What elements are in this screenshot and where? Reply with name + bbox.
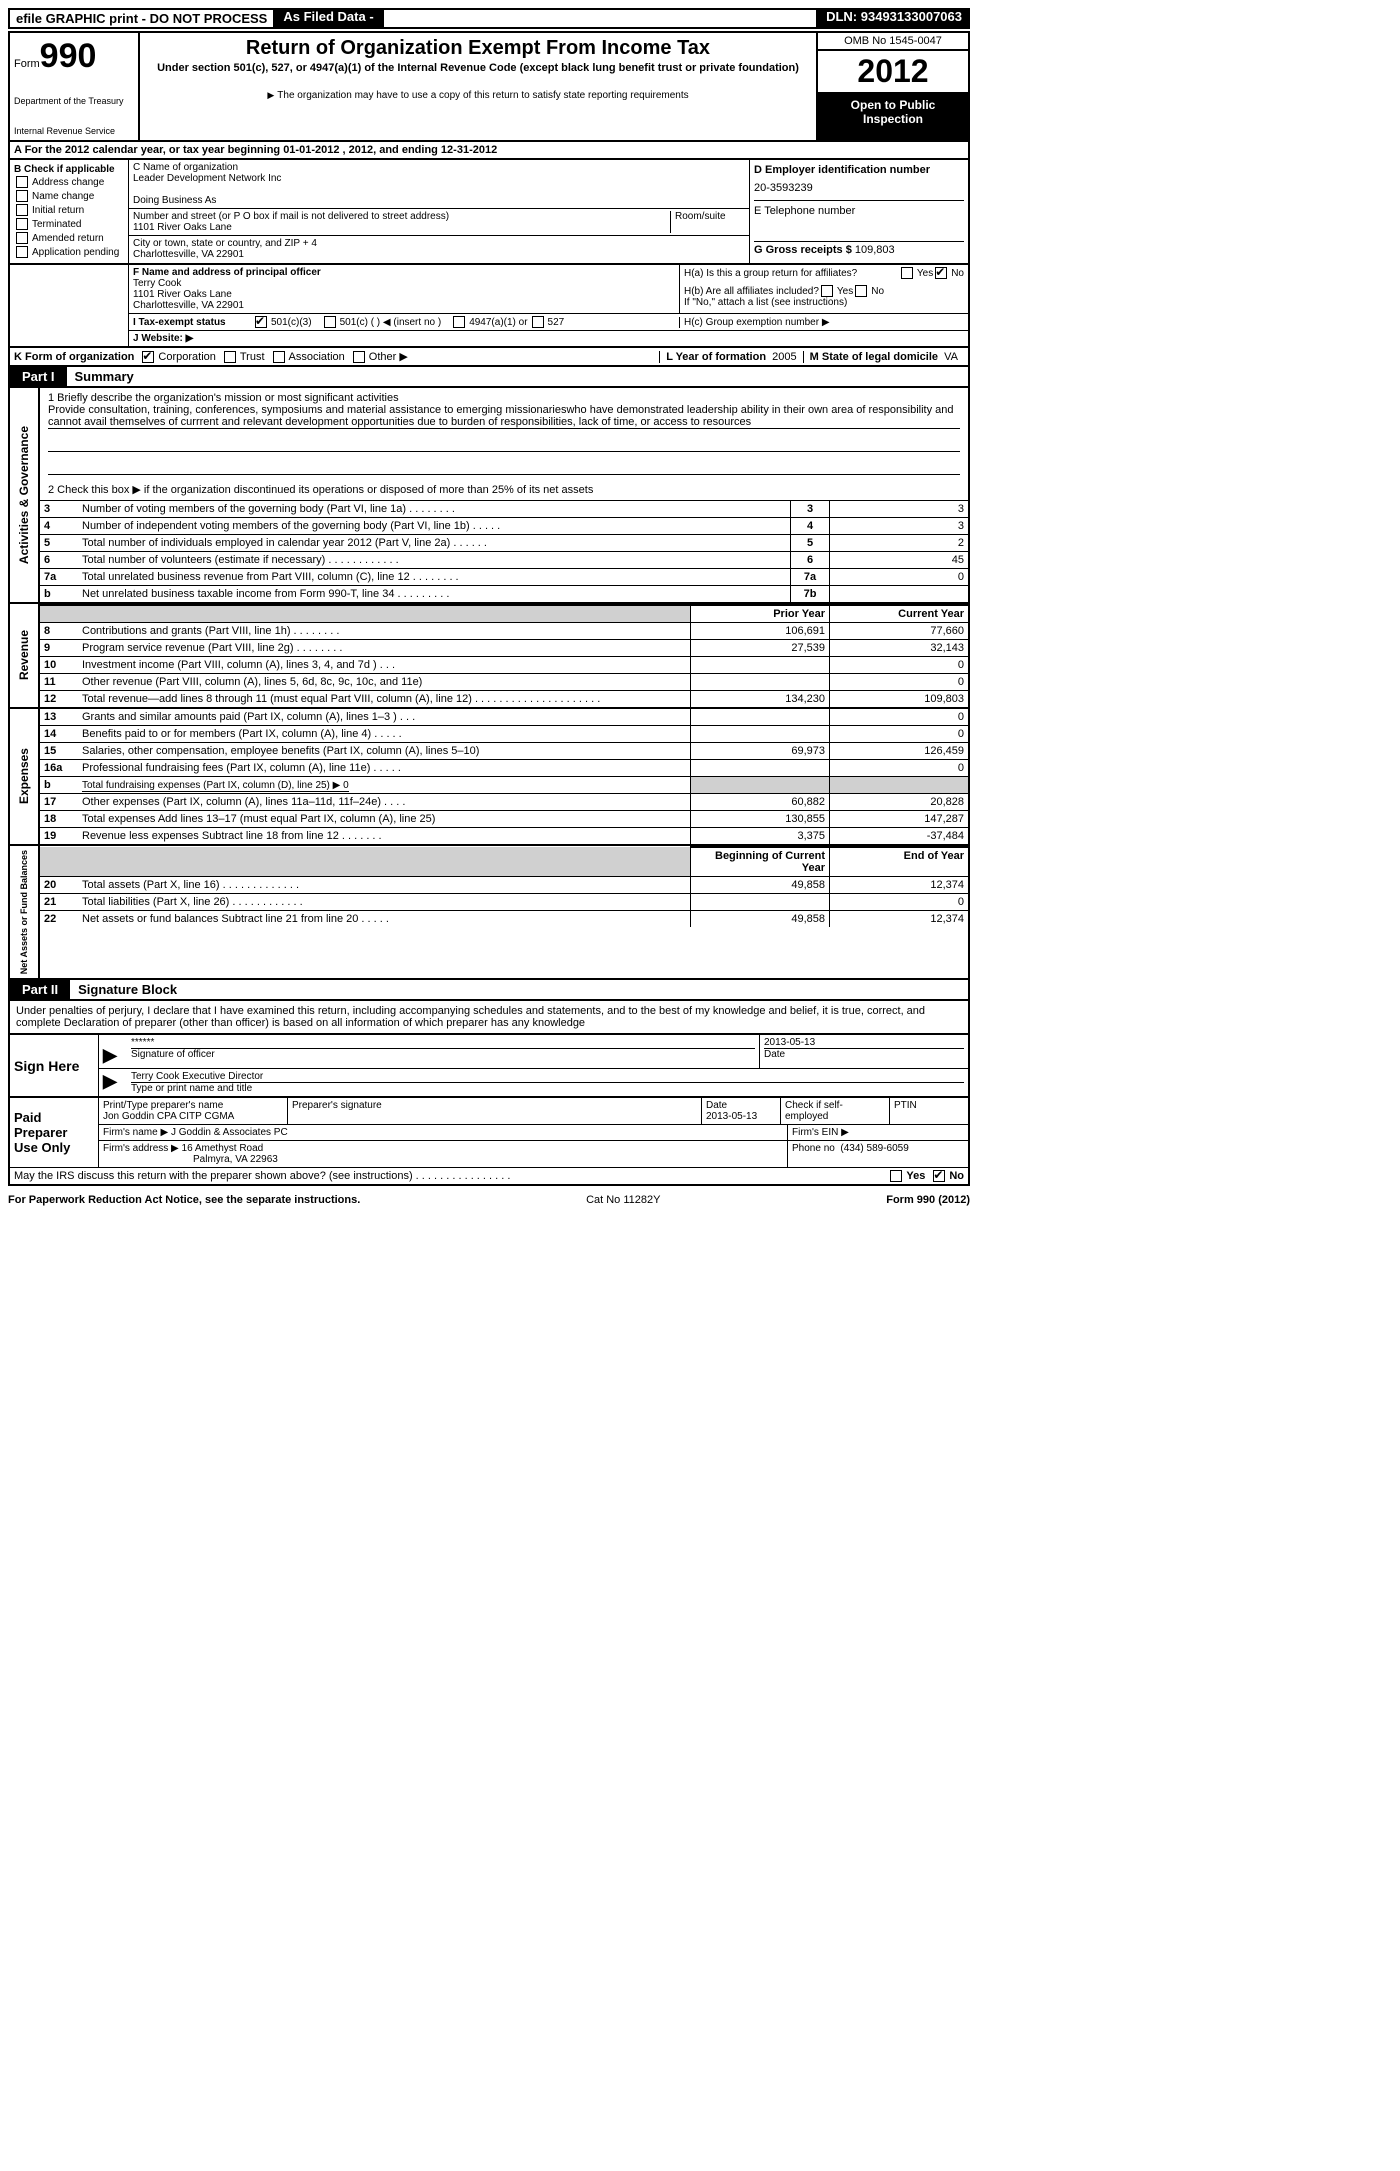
efile-notice: efile GRAPHIC print - DO NOT PROCESS	[8, 8, 275, 29]
form-number: 990	[40, 37, 97, 75]
website-line: J Website: ▶	[129, 330, 968, 346]
firm-name: J Goddin & Associates PC	[171, 1127, 288, 1138]
table-row: 22Net assets or fund balances Subtract l…	[40, 911, 968, 928]
table-row: 11Other revenue (Part VIII, column (A), …	[40, 674, 968, 691]
tax-year: 2012	[818, 51, 968, 94]
table-row: 6Total number of volunteers (estimate if…	[40, 552, 968, 569]
form-subtitle: Under section 501(c), 527, or 4947(a)(1)…	[144, 62, 812, 74]
form-word: Form	[14, 58, 40, 70]
officer-name-title: Terry Cook Executive Director	[131, 1071, 964, 1083]
form-header: Form990 Department of the Treasury Inter…	[8, 31, 970, 142]
ha-no[interactable]	[935, 267, 947, 279]
discuss-yes[interactable]	[890, 1170, 902, 1182]
form-title: Return of Organization Exempt From Incom…	[144, 37, 812, 60]
table-row: 5Total number of individuals employed in…	[40, 535, 968, 552]
cb-assoc[interactable]	[273, 351, 285, 363]
discuss-no[interactable]	[933, 1170, 945, 1182]
hb-yes[interactable]	[821, 285, 833, 297]
form-note: The organization may have to use a copy …	[144, 90, 812, 101]
cb-trust[interactable]	[224, 351, 236, 363]
section-a-tax-year: A For the 2012 calendar year, or tax yea…	[8, 142, 970, 160]
mission-text: Provide consultation, training, conferen…	[48, 404, 960, 429]
table-row: 7aTotal unrelated business revenue from …	[40, 569, 968, 586]
identity-block: B Check if applicable Address change Nam…	[8, 160, 970, 265]
hb-no[interactable]	[855, 285, 867, 297]
part-2-bar: Part II Signature Block	[8, 980, 970, 1001]
org-street: 1101 River Oaks Lane	[133, 222, 670, 233]
table-row: 9Program service revenue (Part VIII, lin…	[40, 640, 968, 657]
cb-501c[interactable]	[324, 316, 336, 328]
gross-receipts: 109,803	[855, 244, 895, 256]
omb-number: OMB No 1545-0047	[818, 33, 968, 51]
cb-4947[interactable]	[453, 316, 465, 328]
cb-terminated[interactable]: Terminated	[14, 217, 124, 231]
org-city: Charlottesville, VA 22901	[133, 249, 745, 260]
part-1-bar: Part I Summary	[8, 367, 970, 388]
table-row: 19Revenue less expenses Subtract line 18…	[40, 828, 968, 845]
org-name: Leader Development Network Inc	[133, 173, 745, 184]
cb-name-change[interactable]: Name change	[14, 189, 124, 203]
box-b-checks: B Check if applicable Address change Nam…	[10, 160, 128, 263]
cb-501c3[interactable]	[255, 316, 267, 328]
table-row: 18Total expenses Add lines 13–17 (must e…	[40, 811, 968, 828]
preparer-name: Jon Goddin CPA CITP CGMA	[103, 1111, 283, 1122]
table-row: 21Total liabilities (Part X, line 26) . …	[40, 894, 968, 911]
table-row: 15Salaries, other compensation, employee…	[40, 743, 968, 760]
table-row: 10Investment income (Part VIII, column (…	[40, 657, 968, 674]
cb-corp[interactable]	[142, 351, 154, 363]
ein-value: 20-3593239	[754, 176, 964, 200]
cb-527[interactable]	[532, 316, 544, 328]
table-row: 20Total assets (Part X, line 16) . . . .…	[40, 877, 968, 894]
dept-treasury: Department of the Treasury	[14, 96, 134, 106]
table-row: bNet unrelated business taxable income f…	[40, 586, 968, 603]
cb-address-change[interactable]: Address change	[14, 175, 124, 189]
governance-table: 3Number of voting members of the governi…	[40, 500, 968, 602]
officer-sig-date: 2013-05-13	[764, 1037, 964, 1048]
dept-irs: Internal Revenue Service	[14, 126, 134, 136]
as-filed-label: As Filed Data -	[275, 8, 381, 29]
page-footer: For Paperwork Reduction Act Notice, see …	[8, 1194, 970, 1206]
table-row: 14Benefits paid to or for members (Part …	[40, 726, 968, 743]
top-status-bar: efile GRAPHIC print - DO NOT PROCESS As …	[8, 8, 970, 29]
open-to-public: Open to Public Inspection	[818, 94, 968, 140]
firm-phone: (434) 589-6059	[840, 1143, 908, 1154]
perjury-statement: Under penalties of perjury, I declare th…	[10, 1001, 968, 1033]
officer-name: Terry Cook	[133, 278, 675, 289]
cb-other[interactable]	[353, 351, 365, 363]
table-row: 13Grants and similar amounts paid (Part …	[40, 709, 968, 726]
ha-yes[interactable]	[901, 267, 913, 279]
section-revenue: Revenue Prior YearCurrent Year 8Contribu…	[8, 602, 970, 707]
section-net-assets: Net Assets or Fund Balances Beginning of…	[8, 844, 970, 980]
table-row: 3Number of voting members of the governi…	[40, 501, 968, 518]
dln-label: DLN: 93493133007063	[818, 8, 970, 29]
table-row: 12Total revenue—add lines 8 through 11 (…	[40, 691, 968, 708]
cb-amended[interactable]: Amended return	[14, 231, 124, 245]
cb-pending[interactable]: Application pending	[14, 245, 124, 259]
section-governance: Activities & Governance 1 Briefly descri…	[8, 388, 970, 602]
table-row: 4Number of independent voting members of…	[40, 518, 968, 535]
table-row: bTotal fundraising expenses (Part IX, co…	[40, 777, 968, 794]
section-expenses: Expenses 13Grants and similar amounts pa…	[8, 707, 970, 844]
cb-initial-return[interactable]: Initial return	[14, 203, 124, 217]
table-row: 17Other expenses (Part IX, column (A), l…	[40, 794, 968, 811]
table-row: 8Contributions and grants (Part VIII, li…	[40, 623, 968, 640]
table-row: 16aProfessional fundraising fees (Part I…	[40, 760, 968, 777]
